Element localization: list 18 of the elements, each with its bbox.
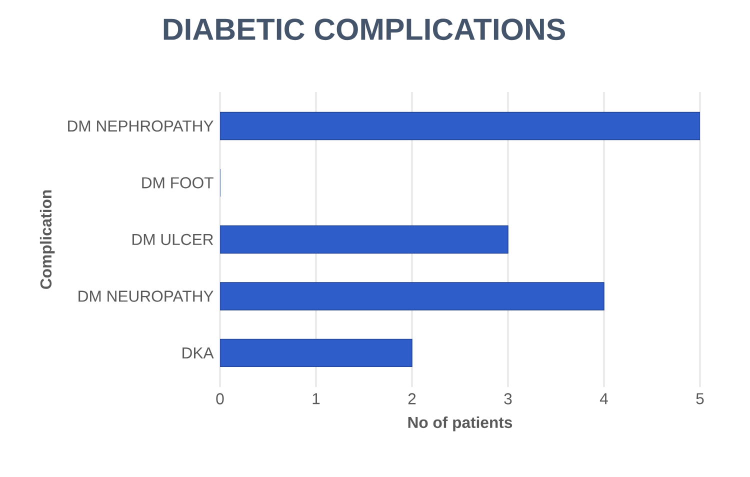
x-tick-label: 1 <box>312 393 320 404</box>
x-axis-title: No of patients <box>408 416 512 432</box>
y-tick-label: DKA <box>182 348 214 358</box>
x-tick-label: 4 <box>600 393 608 404</box>
chart-title: DIABETIC COMPLICATIONS <box>164 18 565 40</box>
x-tick-label: 0 <box>216 393 224 404</box>
y-tick-label: DM ULCER <box>132 234 214 246</box>
bar <box>220 338 412 368</box>
x-tick-label: 5 <box>696 393 704 404</box>
x-tick-label: 3 <box>504 393 512 404</box>
y-tick-label: DM FOOT <box>142 177 214 188</box>
y-tick-label: DM NEUROPATHY <box>78 290 214 302</box>
bar <box>220 282 604 310</box>
bar <box>220 112 700 140</box>
y-axis-title: Complication <box>40 190 55 289</box>
x-tick-label: 2 <box>408 393 416 404</box>
bar <box>220 225 508 254</box>
y-tick-label: DM NEPHROPATHY <box>68 120 214 132</box>
